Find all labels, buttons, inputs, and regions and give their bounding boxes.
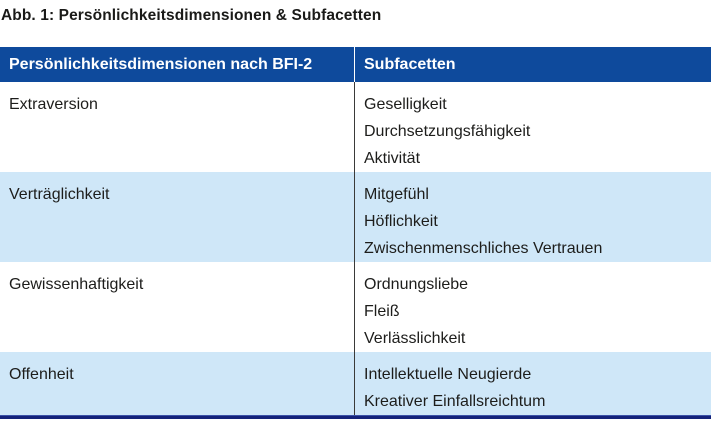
dimension-table: Persönlichkeitsdimensionen nach BFI-2 Su… [0, 47, 711, 419]
subfacet-label: Aktivität [364, 150, 421, 167]
subfacet-label: Ordnungsliebe [364, 276, 469, 293]
subfacet-label: Fleiß [364, 303, 400, 320]
subfacet-label: Verlässlichkeit [364, 330, 466, 347]
subfacet-label: Geselligkeit [364, 96, 447, 113]
table-body: Extraversion Geselligkeit Durchsetzungsfä… [0, 82, 711, 415]
table-row: Verträglichkeit Mitgefühl Höflichkeit Zwis… [0, 172, 711, 262]
table-row: Extraversion Geselligkeit Durchsetzungsfä… [0, 82, 711, 172]
subfacet-label: Mitgefühl [364, 186, 429, 203]
subfacet-label: Kreativer Einfallsreichtum [364, 393, 546, 410]
subfacets-cell: Ordnungsliebe Fleiß Verlässlichkeit [355, 262, 711, 352]
dimension-cell: Offenheit [0, 352, 355, 415]
subfacets-cell: Geselligkeit Durchsetzungsfähigkeit Aktivi… [355, 82, 711, 172]
subfacets-cell: Intellektuelle Neugierde Kreativer Einfal… [355, 352, 711, 415]
subfacet-label: Höflichkeit [364, 213, 438, 230]
table-bottom-border [0, 415, 711, 419]
dimension-cell: Extraversion [0, 82, 355, 172]
table-header-subfacets: Subfacetten [364, 55, 456, 73]
table-header-dimensions: Persönlichkeitsdimensionen nach BFI-2 [0, 47, 355, 82]
dimension-cell: Gewissenhaftigkeit [0, 262, 355, 352]
subfacets-cell: Mitgefühl Höflichkeit Zwischenmenschliches… [355, 172, 711, 262]
subfacet-label: Zwischenmenschliches Vertrauen [364, 240, 603, 257]
table-header-row: Persönlichkeitsdimensionen nach BFI-2 Su… [0, 47, 711, 82]
dimension-cell: Verträglichkeit [0, 172, 355, 262]
table-row: Offenheit Intellektuelle Neugierde Kreati… [0, 352, 711, 415]
table-row: Gewissenhaftigkeit Ordnungsliebe Fleiß Ver… [0, 262, 711, 352]
subfacet-label: Intellektuelle Neugierde [364, 366, 532, 383]
figure-caption: Abb. 1: Persönlichkeitsdimensionen & Sub… [1, 7, 382, 24]
subfacet-label: Durchsetzungsfähigkeit [364, 123, 531, 140]
